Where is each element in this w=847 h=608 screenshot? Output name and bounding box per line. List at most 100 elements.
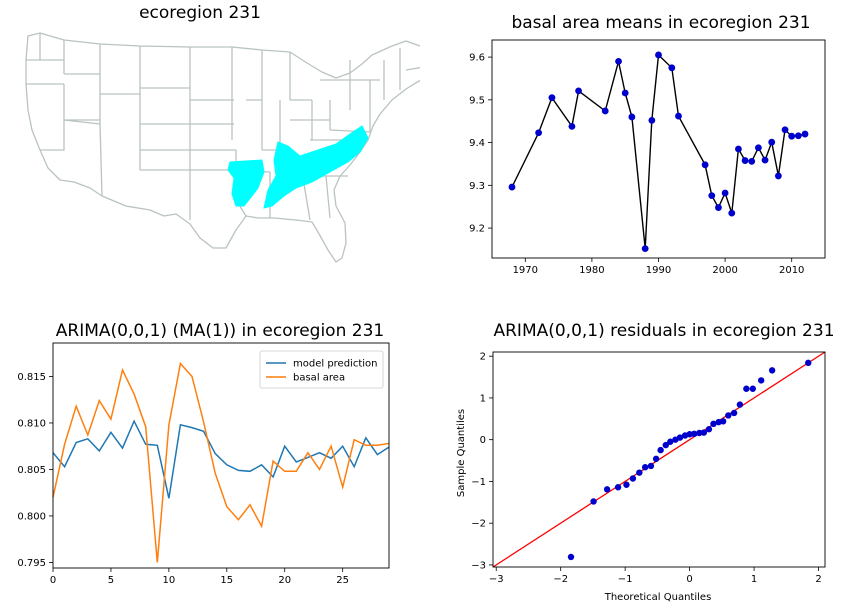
data-point [755,144,762,152]
us-states-map [25,32,439,263]
x-tick-label: 0 [686,574,692,585]
x-tick-label: 5 [108,575,114,586]
y-tick-label: 0.805 [17,465,46,476]
y-tick-label: 0 [480,435,486,446]
qq-point [719,418,727,425]
qq-point [647,462,655,470]
ecoregion-231-east [263,125,369,209]
map-title: ecoregion 231 [139,3,261,23]
data-point [741,157,749,164]
us-outline [25,32,439,263]
arima-prediction-panel: ARIMA(0,0,1) (MA(1)) in ecoregion 231 0 5… [0,300,420,604]
plot-frame [491,39,826,259]
y-tick-label: 0.800 [17,511,46,522]
qq-point [590,498,597,505]
ecoregion-231-west [227,159,265,207]
y-tick-label: 2 [480,352,486,363]
qq-ylabel: Sample Quantiles [456,409,467,497]
data-point [508,183,516,191]
qq-point [705,426,713,433]
x-tick-label: −3 [489,574,504,585]
data-point [655,51,662,59]
qq-point [690,430,698,438]
qq-point [636,469,643,476]
data-point [628,113,636,121]
y-tick-label: 0.815 [17,372,46,383]
y-tick-label: 9.3 [469,181,485,192]
y-tick-label: 9.6 [469,53,485,64]
residuals-qq-chart: ARIMA(0,0,1) residuals in ecoregion 231 … [456,321,835,603]
residuals-qq-panel: ARIMA(0,0,1) residuals in ecoregion 231 … [420,300,847,604]
qq-point [725,412,732,419]
basal-means-title: basal area means in ecoregion 231 [511,13,810,33]
qq-point [768,367,776,374]
qq-point [657,446,664,454]
qq-xlabel: Theoretical Quantiles [604,592,712,603]
data-point [728,209,736,217]
qq-point [652,455,660,463]
qq-point [629,475,637,482]
qq-point [623,481,630,488]
x-tick-label: 15 [220,575,233,586]
arima-prediction-chart: ARIMA(0,0,1) (MA(1)) in ecoregion 231 0 5… [17,321,390,586]
x-tick-label: 20 [278,575,291,586]
y-tick-label: 1 [480,393,486,404]
data-point [761,156,769,164]
data-point [748,157,756,165]
data-point [781,126,789,134]
qq-point [730,409,738,417]
x-tick-label: 0 [50,575,56,586]
y-tick-label: 9.2 [469,224,485,235]
data-point [774,172,782,180]
data-point [575,87,582,95]
x-tick-label: 25 [336,575,349,586]
map-chart: ecoregion 231 [25,3,439,263]
y-tick-label: 9.5 [469,95,485,106]
x-tick-label: 2010 [779,265,804,276]
data-point [715,204,722,211]
y-tick-label: −2 [471,519,486,530]
y-tick-label: 9.4 [469,138,485,149]
map-panel: ecoregion 231 [0,0,439,280]
x-tick-label: 2 [815,574,821,585]
qq-point [743,385,750,392]
legend-label: model prediction [293,359,378,370]
plot-frame [492,351,826,568]
arima-prediction-title: ARIMA(0,0,1) (MA(1)) in ecoregion 231 [56,321,384,341]
basal-means-chart: basal area means in ecoregion 231 1970 19… [469,13,826,276]
x-tick-label: 1 [751,574,757,585]
data-point [548,94,556,102]
data-point [648,116,656,124]
basal-means-panel: basal area means in ecoregion 231 1970 19… [420,0,847,280]
data-point [768,138,776,146]
qq-point [805,359,812,367]
data-point [735,145,742,153]
qq-point [736,401,744,408]
series-line-model-prediction [52,419,390,499]
qq-point [662,441,669,449]
x-tick-label: 1980 [579,265,604,276]
x-tick-label: 2000 [712,265,737,276]
ecoregion-231-highlight [227,125,369,209]
qq-point [641,464,649,471]
qq-point [567,553,575,561]
data-point [621,89,629,97]
qq-point [700,429,708,436]
y-tick-label: −1 [471,477,486,488]
qq-point [667,438,674,445]
data-point [701,161,709,169]
series-line [511,53,806,249]
data-point [788,132,796,140]
qq-point [676,434,684,441]
data-point [568,122,576,130]
x-tick-label: 1970 [513,265,538,276]
x-tick-label: 1990 [646,265,671,276]
qq-point [603,486,611,493]
x-tick-label: −1 [618,574,633,585]
data-point [668,64,676,72]
x-tick-label: 10 [162,575,175,586]
residuals-qq-title: ARIMA(0,0,1) residuals in ecoregion 231 [493,321,834,341]
data-point [794,132,802,140]
y-tick-label: 0.795 [17,558,46,569]
qq-point [614,484,622,491]
